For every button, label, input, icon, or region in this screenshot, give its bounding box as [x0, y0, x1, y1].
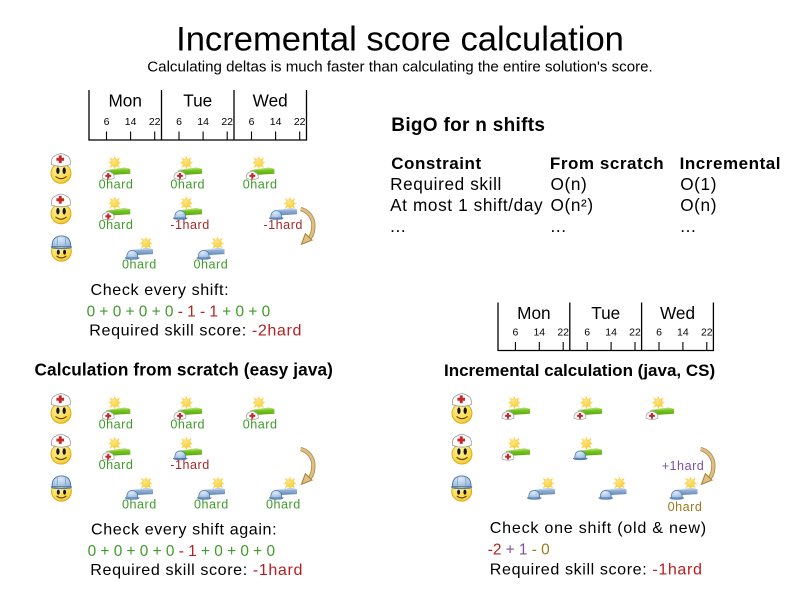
svg-text:14: 14	[270, 116, 282, 128]
svg-text:0hard: 0hard	[99, 218, 134, 232]
svg-text:0hard: 0hard	[668, 500, 703, 514]
svg-text:0hard: 0hard	[122, 498, 157, 512]
svg-text:Mon: Mon	[108, 91, 141, 111]
svg-text:6: 6	[584, 327, 590, 339]
svg-text:6: 6	[512, 327, 518, 339]
svg-text:0hard: 0hard	[243, 417, 278, 431]
svg-text:0hard: 0hard	[99, 458, 134, 472]
svg-text:0 + 0 + 0 + 0 - 1 + 0 + 0 + 0: 0 + 0 + 0 + 0 - 1 + 0 + 0 + 0	[88, 543, 275, 560]
svg-text:At most 1 shift/day: At most 1 shift/day	[390, 195, 543, 215]
svg-text:22: 22	[701, 327, 713, 339]
svg-text:-1hard: -1hard	[170, 218, 209, 232]
svg-text:Required skill score: -2hard: Required skill score: -2hard	[89, 322, 302, 340]
svg-text:-1hard: -1hard	[263, 218, 302, 232]
svg-text:6: 6	[249, 116, 255, 128]
svg-text:BigO for n shifts: BigO for n shifts	[391, 115, 545, 136]
svg-text:...: ...	[551, 216, 567, 236]
svg-text:Check every shift again:: Check every shift again:	[91, 520, 277, 538]
svg-text:Wed: Wed	[660, 303, 695, 323]
svg-text:Incremental calculation (java,: Incremental calculation (java, CS)	[444, 361, 715, 380]
svg-text:0hard: 0hard	[170, 417, 205, 431]
svg-text:0hard: 0hard	[243, 177, 278, 191]
svg-text:...: ...	[680, 216, 696, 236]
svg-text:Wed: Wed	[253, 91, 288, 111]
svg-text:Required skill score: -1hard: Required skill score: -1hard	[90, 561, 303, 579]
svg-text:14: 14	[125, 116, 137, 128]
svg-text:Tue: Tue	[183, 91, 212, 111]
svg-text:Incremental: Incremental	[680, 154, 781, 173]
svg-text:14: 14	[197, 116, 209, 128]
svg-text:Required skill: Required skill	[390, 174, 502, 194]
svg-text:0hard: 0hard	[266, 498, 301, 512]
svg-text:O(n²): O(n²)	[551, 195, 594, 215]
svg-text:0hard: 0hard	[122, 258, 157, 272]
svg-text:From scratch: From scratch	[550, 154, 664, 173]
svg-text:6: 6	[104, 116, 110, 128]
svg-text:Check one shift (old & new): Check one shift (old & new)	[490, 519, 707, 537]
svg-text:+1hard: +1hard	[662, 459, 705, 473]
svg-text:0hard: 0hard	[194, 498, 229, 512]
svg-text:22: 22	[149, 116, 161, 128]
svg-text:Calculating deltas is much fas: Calculating deltas is much faster than c…	[147, 59, 652, 76]
svg-text:O(1): O(1)	[680, 174, 717, 194]
svg-text:Incremental score calculation: Incremental score calculation	[176, 21, 624, 59]
svg-text:0hard: 0hard	[194, 258, 229, 272]
svg-text:22: 22	[221, 116, 233, 128]
svg-text:0hard: 0hard	[99, 177, 134, 191]
svg-text:-1hard: -1hard	[170, 458, 209, 472]
svg-text:Calculation from scratch (easy: Calculation from scratch (easy java)	[35, 360, 334, 380]
svg-text:Mon: Mon	[517, 303, 550, 323]
svg-text:O(n): O(n)	[680, 195, 717, 215]
svg-text:Tue: Tue	[591, 303, 620, 323]
svg-text:22: 22	[294, 116, 306, 128]
svg-text:6: 6	[656, 327, 662, 339]
svg-text:Check every shift:: Check every shift:	[91, 281, 230, 299]
svg-text:Required skill score: -1hard: Required skill score: -1hard	[490, 560, 703, 578]
svg-text:14: 14	[533, 327, 545, 339]
svg-text:6: 6	[176, 116, 182, 128]
svg-text:14: 14	[605, 327, 617, 339]
svg-text:...: ...	[390, 216, 406, 236]
svg-text:0 + 0 + 0 + 0 - 1 - 1 + 0 + 0: 0 + 0 + 0 + 0 - 1 - 1 + 0 + 0	[87, 304, 271, 321]
svg-text:O(n): O(n)	[551, 174, 588, 194]
svg-text:-2 + 1 - 0: -2 + 1 - 0	[488, 542, 550, 559]
svg-text:0hard: 0hard	[99, 417, 134, 431]
svg-text:14: 14	[677, 327, 689, 339]
svg-text:22: 22	[557, 327, 569, 339]
svg-text:0hard: 0hard	[170, 177, 205, 191]
svg-text:22: 22	[629, 327, 641, 339]
svg-text:Constraint: Constraint	[391, 154, 482, 173]
